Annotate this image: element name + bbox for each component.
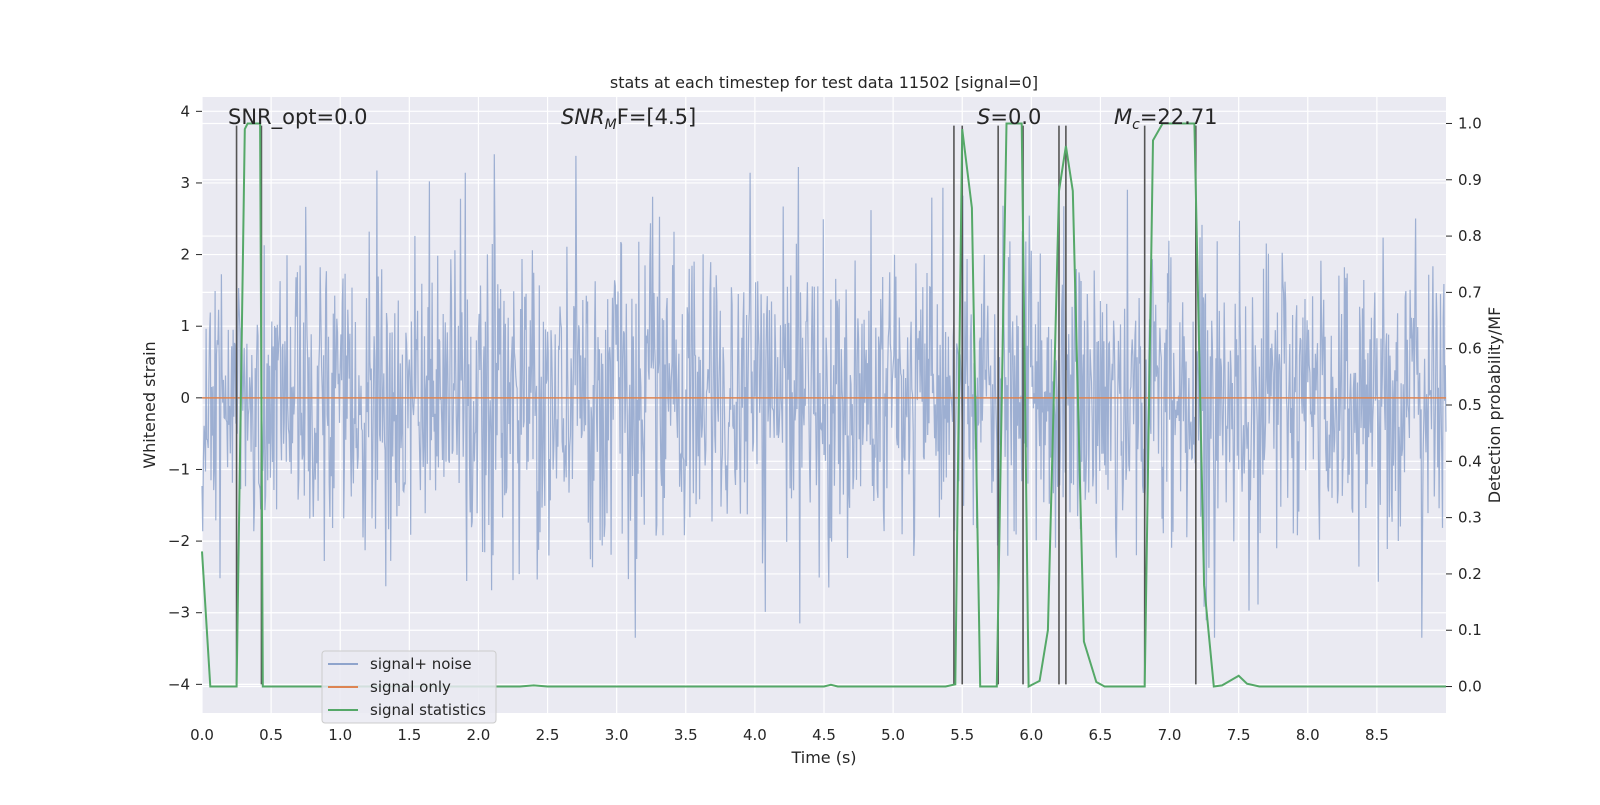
x-tick-label-0: 0.0	[190, 726, 214, 744]
chart-title: stats at each timestep for test data 115…	[610, 73, 1038, 92]
y-left-tick-label-3: −1	[168, 460, 190, 478]
signal-noise-series	[201, 154, 1447, 638]
x-tick-label-2: 1.0	[328, 726, 352, 744]
y-right-tick-label-1: 0.1	[1458, 621, 1482, 639]
y-left-tick-label-7: 3	[180, 174, 190, 192]
x-tick-label-11: 5.5	[950, 726, 974, 744]
legend-label-signal: signal only	[370, 678, 451, 696]
y-left-tick-labels: −4 −3 −2 −1 0 1 2 3 4	[168, 102, 202, 693]
noise-trace	[201, 154, 1447, 638]
y-right-tick-label-9: 0.9	[1458, 171, 1482, 189]
x-tick-label-15: 7.5	[1227, 726, 1251, 744]
annotation-snr-mf: SNRMF=[4.5]	[561, 105, 696, 133]
x-tick-label-7: 3.5	[674, 726, 698, 744]
x-tick-label-3: 1.5	[397, 726, 421, 744]
annotation-snr-opt: SNR_opt=0.0	[228, 105, 368, 130]
y-left-tick-label-6: 2	[180, 246, 190, 264]
annotation-s: S=0.0	[977, 105, 1041, 129]
y-left-tick-label-1: −3	[168, 604, 190, 622]
annotation-mc-main: M	[1114, 105, 1132, 129]
x-tick-label-10: 5.0	[881, 726, 905, 744]
x-axis-label: Time (s)	[790, 748, 856, 767]
x-tick-label-1: 0.5	[259, 726, 283, 744]
x-tick-label-17: 8.5	[1365, 726, 1389, 744]
y-right-axis-label: Detection probability/MF	[1485, 307, 1504, 504]
x-tick-label-14: 7.0	[1158, 726, 1182, 744]
y-left-tick-label-4: 0	[180, 389, 190, 407]
x-tick-label-12: 6.0	[1019, 726, 1043, 744]
annotation-snr-mf-rest: F=[4.5]	[617, 105, 696, 129]
legend-box	[321, 650, 497, 724]
legend: signal+ noise signal only signal statist…	[321, 650, 497, 724]
y-right-tick-label-8: 0.8	[1458, 227, 1482, 245]
x-tick-label-6: 3.0	[605, 726, 629, 744]
x-tick-label-8: 4.0	[743, 726, 767, 744]
annotation-snr-mf-sub: M	[605, 117, 617, 133]
x-tick-label-16: 8.0	[1296, 726, 1320, 744]
annotation-mc-rest: =22.71	[1140, 105, 1218, 129]
y-left-tick-label-5: 1	[180, 317, 190, 335]
annotation-s-rest: =0.0	[990, 105, 1041, 129]
legend-label-noise: signal+ noise	[370, 655, 472, 673]
y-right-tick-labels: 0.0 0.1 0.2 0.3 0.4 0.5 0.6 0.7 0.8 0.9 1.0	[1446, 114, 1482, 696]
y-right-tick-label-3: 0.3	[1458, 509, 1482, 527]
y-left-tick-label-8: 4	[180, 102, 190, 120]
x-tick-label-13: 6.5	[1089, 726, 1113, 744]
y-right-tick-label-10: 1.0	[1458, 114, 1482, 132]
y-right-tick-label-4: 0.4	[1458, 452, 1482, 470]
y-left-tick-label-2: −2	[168, 532, 190, 550]
y-right-tick-label-2: 0.2	[1458, 565, 1482, 583]
legend-label-statistics: signal statistics	[370, 701, 486, 719]
signal-statistics-series	[201, 122, 1446, 689]
y-right-tick-label-7: 0.7	[1458, 283, 1482, 301]
y-right-tick-label-0: 0.0	[1458, 678, 1482, 696]
y-left-tick-label-0: −4	[168, 675, 190, 693]
x-tick-labels: 0.0 0.5 1.0 1.5 2.0 2.5 3.0 3.5 4.0 4.5 5.0 5.5 6.0 6…	[190, 726, 1389, 744]
annotation-snr-mf-main: SNR	[561, 105, 605, 129]
signal-statistics-line	[201, 122, 1446, 689]
y-left-axis-label: Whitened strain	[140, 341, 159, 468]
x-tick-label-9: 4.5	[812, 726, 836, 744]
y-right-tick-label-5: 0.5	[1458, 396, 1482, 414]
annotation-mc: Mc=22.71	[1114, 105, 1218, 133]
x-tick-label-5: 2.5	[536, 726, 560, 744]
annotation-s-main: S	[977, 105, 990, 129]
y-right-tick-label-6: 0.6	[1458, 340, 1482, 358]
annotation-mc-sub: c	[1132, 117, 1140, 133]
x-tick-label-4: 2.0	[467, 726, 491, 744]
